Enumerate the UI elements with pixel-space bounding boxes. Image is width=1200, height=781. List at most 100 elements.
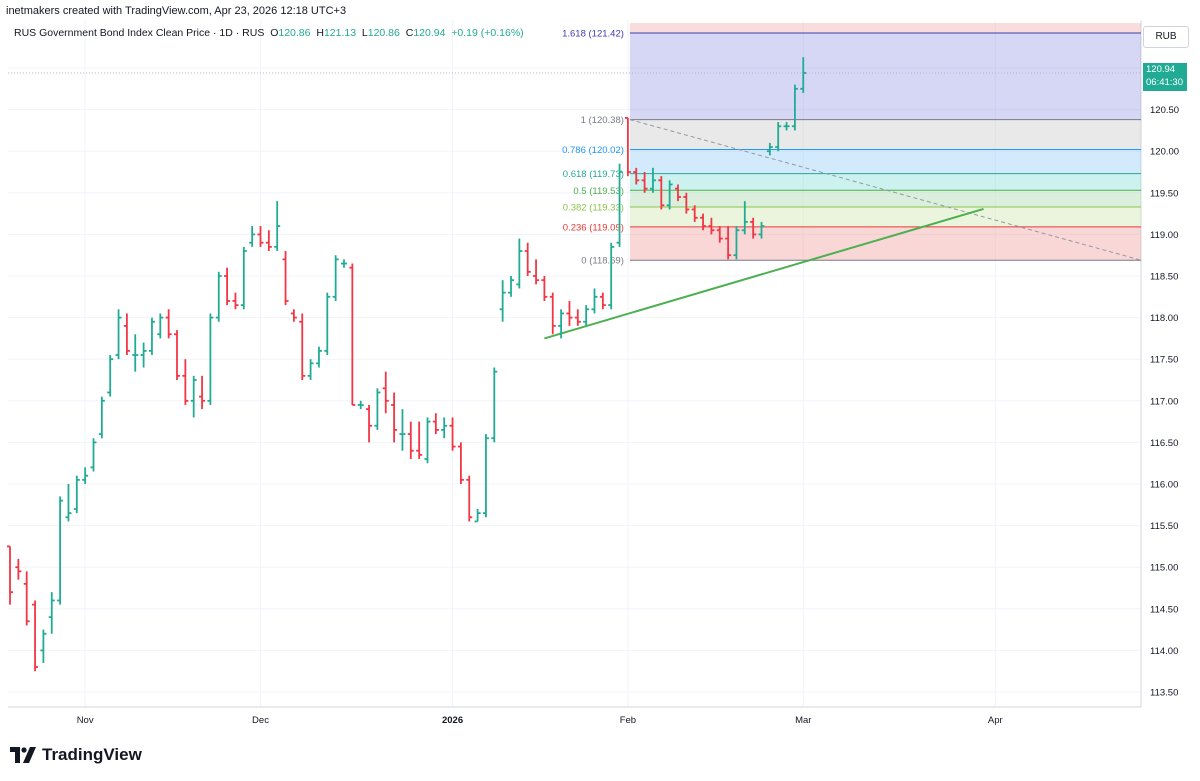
ohlc-bar [800, 57, 807, 93]
fib-zone [629, 226, 1141, 261]
support-trendline [544, 207, 984, 340]
ohlc-bar [366, 404, 373, 443]
ohlc-bar [382, 371, 389, 414]
fib-level-label: 1 (120.38) [581, 115, 624, 126]
ohlc-bar [541, 276, 548, 301]
ohlc-bar [499, 280, 506, 322]
ohlc-bar [725, 226, 732, 260]
ohlc-bar [374, 388, 381, 430]
symbol-legend: RUS Government Bond Index Clean Price · … [14, 27, 524, 39]
low-value: 120.86 [367, 27, 400, 39]
fib-zone [629, 206, 1141, 227]
symbol-title: RUS Government Bond Index Clean Price · … [14, 27, 265, 39]
open-value: 120.86 [278, 27, 311, 39]
ohlc-bar [750, 217, 757, 239]
x-tick-label: Dec [252, 715, 269, 726]
ohlc-bar [516, 238, 523, 289]
ohlc-bar [407, 421, 414, 460]
y-tick-label: 117.00 [1150, 396, 1178, 407]
chart-area[interactable]: 113.50 114.00 114.50 115.00 115.50 116.00 116.… [0, 20, 1200, 740]
fib-level-label: 0.236 (119.09) [563, 222, 624, 233]
ohlc-bar [633, 167, 640, 185]
ohlc-bar [199, 375, 206, 410]
ohlc-bar [775, 122, 782, 152]
x-tick-label: Feb [620, 715, 636, 726]
ohlc-bar [524, 242, 531, 276]
ohlc-bar [791, 84, 798, 131]
ohlc-bar [15, 558, 22, 580]
ohlc-bar [591, 288, 598, 314]
bar-countdown: 06:41:30 [1146, 77, 1183, 88]
ohlc-bar [115, 309, 122, 360]
ohlc-bar [457, 442, 464, 484]
fib-zone [629, 119, 1141, 150]
ohlc-bar [190, 375, 197, 418]
ohlc-bar [558, 309, 565, 339]
y-tick-label: 114.00 [1150, 646, 1178, 657]
brand-logo: TradingView [10, 745, 142, 765]
ohlc-bar [265, 230, 272, 252]
ohlc-bar [140, 342, 147, 368]
ohlc-bar [32, 600, 39, 672]
ohlc-bar [215, 271, 222, 322]
ohlc-bar [758, 221, 765, 239]
ohlc-bar [207, 313, 214, 405]
fib-zone [629, 23, 1141, 34]
ohlc-bar [416, 421, 423, 460]
price-chart[interactable]: 113.50 114.00 114.50 115.00 115.50 116.00 116.… [0, 20, 1200, 740]
ohlc-bar [424, 417, 431, 464]
y-tick-label: 116.50 [1150, 438, 1178, 449]
ohlc-bar [574, 309, 581, 326]
ohlc-bar [174, 330, 180, 380]
ohlc-bar [566, 300, 573, 326]
ohlc-bar [533, 259, 540, 285]
fib-trend-line [629, 119, 1142, 261]
fib-zone [629, 33, 1141, 120]
brand-name: TradingView [42, 745, 142, 764]
y-tick-label: 118.50 [1150, 272, 1178, 283]
fib-level-label: 0.618 (119.73) [563, 169, 624, 180]
ohlc-bar [307, 359, 314, 380]
y-tick-label: 118.00 [1150, 313, 1178, 324]
ohlc-bar [649, 167, 656, 193]
ohlc-bar [290, 309, 297, 322]
ohlc-bar [57, 496, 64, 605]
ohlc-bar [48, 592, 55, 634]
fib-level-label: 0.5 (119.53) [573, 186, 624, 197]
ohlc-bar [82, 467, 89, 484]
last-price-value: 120.94 [1146, 64, 1176, 75]
x-tick-label: Apr [988, 715, 1003, 726]
x-tick-label: Nov [77, 715, 94, 726]
ohlc-bar [123, 313, 130, 356]
ohlc-bar [599, 292, 606, 310]
ohlc-bar [583, 305, 590, 326]
ohlc-bar [182, 359, 189, 405]
ohlc-bar [491, 367, 498, 443]
x-tick-label: Mar [795, 715, 811, 726]
ohlc-bar [783, 122, 790, 131]
ohlc-bar [466, 475, 473, 522]
ohlc-bar [324, 292, 331, 356]
ohlc-bar [482, 434, 489, 518]
y-tick-label: 117.50 [1150, 355, 1178, 366]
ohlc-bar [249, 226, 256, 247]
ohlc-bar [741, 201, 748, 235]
ohlc-bar [232, 292, 239, 310]
chart-credit: inetmakers created with TradingView.com,… [6, 5, 347, 17]
ohlc-bar [658, 176, 665, 210]
fib-level-label: 0.786 (120.02) [562, 145, 624, 156]
last-price-tag: 120.94 06:41:30 [1143, 63, 1187, 91]
ohlc-bar [357, 400, 364, 410]
currency-button[interactable]: RUB [1143, 26, 1189, 48]
ohlc-bar [391, 392, 398, 443]
ohlc-bar [148, 317, 155, 356]
ohlc-bar [733, 226, 740, 260]
y-tick-label: 120.00 [1150, 147, 1179, 158]
tradingview-logo-icon [10, 747, 36, 763]
ohlc-bar [224, 267, 231, 306]
y-tick-label: 114.50 [1150, 604, 1178, 615]
y-tick-label: 113.50 [1150, 688, 1178, 699]
ohlc-bar [508, 276, 514, 297]
x-tick-label: 2026 [442, 715, 463, 726]
ohlc-bar [624, 117, 631, 177]
